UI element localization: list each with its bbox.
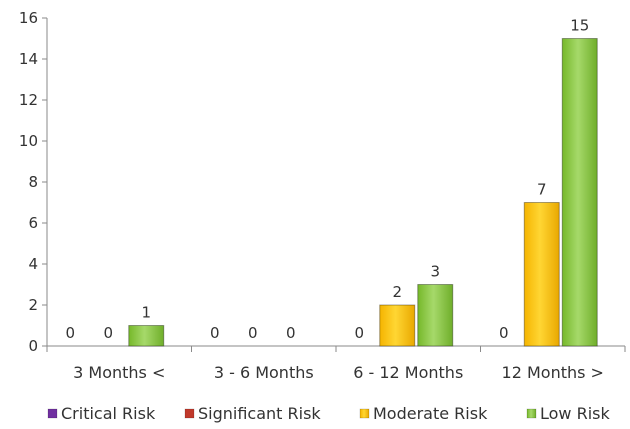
- y-tick-label: 4: [28, 255, 38, 273]
- x-category-label: 3 Months <: [73, 363, 165, 382]
- bar-moderate-risk: [379, 304, 416, 347]
- legend-swatch: [359, 408, 370, 419]
- bar-low-risk: [128, 325, 165, 347]
- data-label: 0: [103, 324, 113, 342]
- data-label: 15: [570, 17, 589, 35]
- legend-label: Significant Risk: [198, 404, 321, 423]
- y-tick-label: 0: [28, 337, 38, 355]
- y-tick-label: 10: [19, 132, 38, 150]
- data-label: 3: [430, 263, 440, 281]
- x-category-label: 3 - 6 Months: [214, 363, 314, 382]
- x-category-label: 6 - 12 Months: [353, 363, 463, 382]
- legend-label: Critical Risk: [61, 404, 156, 423]
- bar-moderate-risk: [523, 202, 560, 347]
- data-label: 0: [354, 324, 364, 342]
- legend-swatch: [184, 408, 195, 419]
- bars: [128, 38, 598, 347]
- legend-label: Low Risk: [540, 404, 610, 423]
- data-label: 0: [286, 324, 296, 342]
- y-tick-label: 8: [28, 173, 38, 191]
- data-label: 0: [210, 324, 220, 342]
- legend: Critical Risk Significant Risk Moderate Ri…: [47, 404, 610, 423]
- data-label: 7: [537, 181, 547, 199]
- y-tick-label: 6: [28, 214, 38, 232]
- legend-label: Moderate Risk: [373, 404, 488, 423]
- y-tick-label: 2: [28, 296, 38, 314]
- y-tick-label: 16: [19, 9, 38, 27]
- data-label: 0: [65, 324, 75, 342]
- data-label: 0: [248, 324, 258, 342]
- data-labels: 0 0 1 0 0 0 0 2 3 0 7 15: [65, 17, 589, 343]
- y-tick-label: 14: [19, 50, 38, 68]
- legend-swatch: [526, 408, 537, 419]
- data-label: 1: [141, 304, 151, 322]
- data-label: 0: [499, 324, 509, 342]
- x-category-label: 12 Months >: [502, 363, 604, 382]
- data-label: 2: [392, 283, 402, 301]
- bar-low-risk: [561, 38, 598, 347]
- y-tick-label: 12: [19, 91, 38, 109]
- bar-low-risk: [417, 284, 454, 347]
- legend-swatch: [47, 408, 58, 419]
